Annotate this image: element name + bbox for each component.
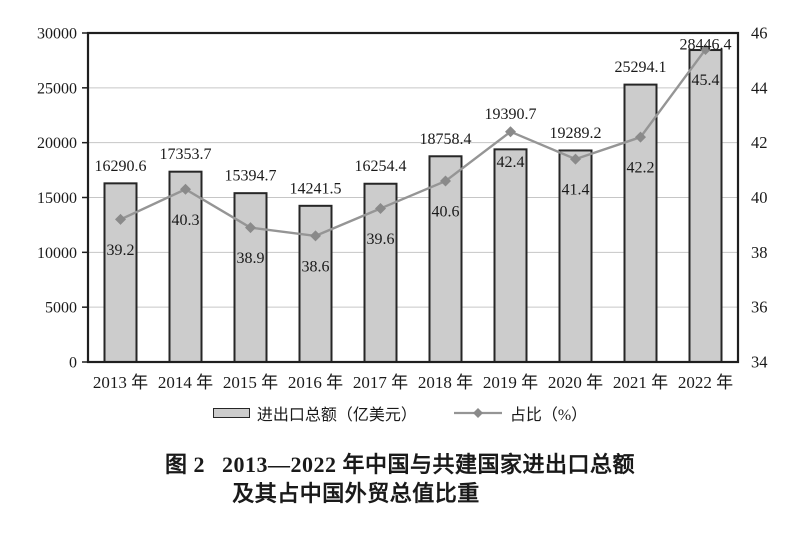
ratio-value-label: 39.6 xyxy=(367,231,395,248)
chart-legend: 进出口总额（亿美元） 占比（%） xyxy=(0,401,800,425)
x-axis-label: 2017 年 xyxy=(353,373,408,392)
x-axis-label: 2018 年 xyxy=(418,373,473,392)
x-axis-label: 2015 年 xyxy=(223,373,278,392)
ratio-marker-2014 xyxy=(180,183,191,195)
figure-caption: 图 2 2013—2022 年中国与共建国家进出口总额 及其占中国外贸总值比重 xyxy=(0,450,800,508)
x-axis-label: 2014 年 xyxy=(158,373,213,392)
left-axis-label: 0 xyxy=(69,355,77,372)
right-axis-label: 42 xyxy=(751,133,768,152)
right-axis-label: 36 xyxy=(751,298,768,317)
x-axis-label: 2021 年 xyxy=(613,373,668,392)
x-axis-label: 2019 年 xyxy=(483,373,538,392)
bar-value-label: 16254.4 xyxy=(355,158,407,175)
ratio-marker-2017 xyxy=(375,202,386,214)
left-axis-label: 10000 xyxy=(37,245,77,262)
left-axis-label: 25000 xyxy=(37,80,77,97)
x-axis-label: 2013 年 xyxy=(93,373,148,392)
x-axis-label: 2020 年 xyxy=(548,373,603,392)
bar-value-label: 19289.2 xyxy=(550,125,602,142)
right-axis-label: 46 xyxy=(751,24,768,43)
ratio-marker-2013 xyxy=(115,213,126,225)
ratio-value-label: 38.9 xyxy=(237,250,265,267)
bar-2019 xyxy=(493,148,528,363)
line-series-marker-icon xyxy=(453,407,503,419)
ratio-value-label: 38.6 xyxy=(302,258,330,275)
left-axis-label: 30000 xyxy=(37,26,77,43)
ratio-marker-2020 xyxy=(570,153,581,165)
x-axis-label: 2022 年 xyxy=(678,373,733,392)
right-axis-label: 40 xyxy=(751,188,768,207)
ratio-marker-2019 xyxy=(505,126,516,138)
bar-2015 xyxy=(233,192,268,363)
ratio-marker-2015 xyxy=(245,222,256,234)
ratio-marker-2016 xyxy=(310,230,321,242)
ratio-value-label: 42.4 xyxy=(497,154,525,171)
bar-value-label: 16290.6 xyxy=(95,158,147,175)
bar-2021 xyxy=(623,83,658,364)
bar-value-label: 17353.7 xyxy=(160,146,212,163)
ratio-marker-2022 xyxy=(700,43,711,55)
legend-item-bars: 进出口总额（亿美元） xyxy=(212,401,417,425)
bar-2013 xyxy=(103,182,138,363)
ratio-line xyxy=(119,48,707,238)
bar-value-label: 14241.5 xyxy=(290,180,342,197)
left-axis-label: 15000 xyxy=(37,190,77,207)
caption-line-1: 图 2 2013—2022 年中国与共建国家进出口总额 xyxy=(0,450,800,479)
right-axis-label: 34 xyxy=(751,353,768,372)
ratio-value-label: 45.4 xyxy=(692,72,720,89)
bar-value-label: 25294.1 xyxy=(615,59,667,76)
right-axis-label: 44 xyxy=(751,78,768,97)
ratio-value-label: 40.6 xyxy=(432,204,460,221)
x-axis-label: 2016 年 xyxy=(288,373,343,392)
bar-value-label: 28446.4 xyxy=(680,37,732,54)
ratio-value-label: 40.3 xyxy=(172,212,200,229)
bar-series-swatch-icon xyxy=(212,408,250,418)
bar-2016 xyxy=(298,204,333,363)
figure-title-line2: 及其占中国外贸总值比重 xyxy=(232,481,480,506)
right-axis-label: 38 xyxy=(751,243,768,262)
ratio-value-label: 39.2 xyxy=(107,242,135,259)
bar-series-label: 进出口总额（亿美元） xyxy=(256,407,417,424)
left-axis-label: 5000 xyxy=(45,300,77,317)
bar-value-label: 19390.7 xyxy=(485,106,537,123)
left-axis-label: 20000 xyxy=(37,135,77,152)
ratio-marker-2021 xyxy=(635,131,646,143)
bar-value-label: 18758.4 xyxy=(420,131,472,148)
ratio-value-label: 42.2 xyxy=(627,160,655,177)
ratio-marker-2018 xyxy=(440,175,451,187)
figure-number: 图 2 xyxy=(164,452,205,477)
ratio-value-label: 41.4 xyxy=(562,182,590,199)
bar-2018 xyxy=(428,155,463,363)
legend-item-line: 占比（%） xyxy=(453,401,587,425)
combo-chart: 0 5000 10000 15000 20000 25000 30000 34 36 38 40 42… xyxy=(37,24,768,393)
figure-title-line1: 2013—2022 年中国与共建国家进出口总额 xyxy=(222,452,636,477)
bar-2022 xyxy=(688,49,723,364)
bar-2014 xyxy=(168,170,203,363)
bar-value-label: 15394.7 xyxy=(225,168,277,185)
line-series-label: 占比（%） xyxy=(509,407,588,424)
